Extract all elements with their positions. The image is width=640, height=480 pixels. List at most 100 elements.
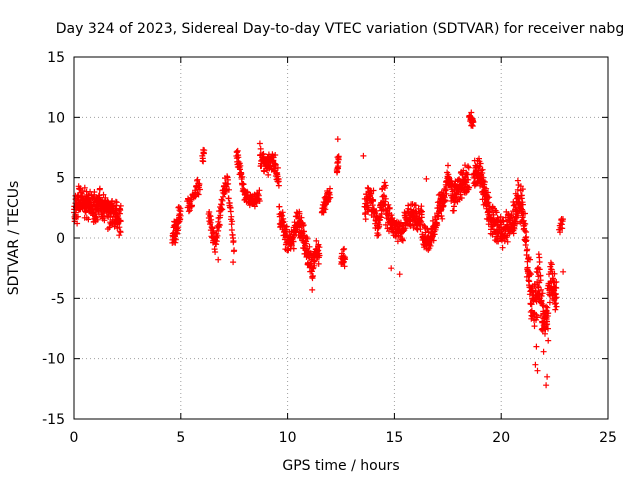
- data-point: [527, 256, 533, 263]
- data-point: [213, 238, 220, 245]
- data-point: [370, 197, 377, 203]
- data-point: [540, 348, 547, 355]
- data-point: [536, 266, 543, 273]
- data-point: [370, 187, 377, 194]
- x-tick-label: 25: [599, 430, 617, 446]
- data-point: [431, 231, 438, 238]
- data-point: [279, 209, 286, 216]
- data-point: [522, 221, 529, 227]
- data-point: [308, 268, 315, 275]
- data-point: [548, 261, 555, 268]
- data-point: [109, 198, 116, 204]
- data-point: [310, 273, 316, 279]
- data-point: [513, 220, 520, 227]
- data-point: [464, 171, 471, 178]
- data-point: [315, 260, 322, 267]
- data-point: [468, 109, 475, 116]
- axis-ticks: 0 5 10 15 20 25 -15 -10 -5 0 5 10 15: [42, 50, 617, 446]
- data-point: [227, 208, 234, 215]
- data-point: [485, 199, 492, 206]
- data-point: [486, 194, 493, 201]
- data-point: [522, 210, 528, 217]
- data-point: [548, 266, 555, 273]
- data-point: [495, 238, 502, 245]
- x-tick-label: 5: [176, 430, 185, 446]
- data-point: [553, 294, 560, 301]
- data-point: [465, 163, 471, 170]
- data-point: [388, 265, 395, 272]
- data-point: [306, 243, 313, 250]
- data-point: [465, 164, 472, 171]
- data-point: [412, 202, 419, 209]
- data-point: [465, 176, 472, 183]
- data-point: [544, 373, 551, 380]
- data-point: [335, 156, 342, 163]
- data-point: [538, 293, 545, 299]
- data-point: [523, 237, 530, 244]
- data-point: [76, 186, 83, 193]
- data-point: [213, 241, 220, 248]
- data-point: [521, 227, 528, 234]
- data-point: [457, 191, 464, 198]
- data-point: [230, 238, 237, 244]
- data-point: [552, 306, 559, 313]
- data-point: [524, 246, 531, 253]
- data-point: [96, 185, 103, 192]
- data-points: [71, 109, 567, 389]
- data-point: [85, 192, 92, 199]
- data-point: [466, 184, 473, 191]
- data-point: [206, 209, 213, 215]
- data-point: [214, 232, 221, 239]
- data-point: [234, 149, 240, 156]
- data-point: [545, 337, 552, 344]
- data-point: [553, 285, 560, 291]
- data-point: [327, 194, 334, 201]
- data-point: [117, 218, 124, 225]
- data-point: [528, 271, 534, 278]
- data-point: [362, 216, 369, 223]
- data-point: [540, 302, 547, 309]
- x-tick-label: 10: [279, 430, 297, 446]
- data-point: [534, 367, 541, 374]
- data-point: [256, 140, 263, 147]
- x-tick-label: 0: [70, 430, 79, 446]
- data-point: [315, 247, 322, 254]
- y-tick-label: 10: [47, 110, 65, 126]
- data-point: [514, 186, 521, 193]
- data-point: [229, 218, 236, 225]
- data-point: [74, 220, 81, 227]
- data-point: [546, 299, 553, 306]
- data-point: [504, 238, 511, 245]
- data-point: [177, 212, 184, 219]
- data-point: [362, 210, 369, 216]
- data-point: [543, 382, 550, 389]
- data-point: [462, 162, 468, 169]
- data-point: [240, 181, 247, 188]
- chart-title: Day 324 of 2023, Sidereal Day-to-day VTE…: [56, 21, 624, 37]
- data-point: [417, 217, 424, 224]
- data-point: [231, 247, 238, 254]
- y-axis-label: SDTVAR / TECUs: [6, 181, 22, 296]
- data-point: [386, 204, 393, 211]
- data-point: [439, 215, 446, 222]
- x-axis-label: GPS time / hours: [282, 458, 399, 474]
- x-tick-label: 20: [492, 430, 510, 446]
- data-point: [419, 208, 425, 215]
- data-point: [536, 259, 543, 265]
- data-point: [399, 237, 406, 244]
- data-point: [418, 203, 425, 210]
- data-point: [116, 224, 123, 231]
- data-point: [434, 221, 441, 228]
- data-point: [251, 203, 258, 210]
- data-point: [189, 202, 195, 209]
- data-point: [438, 213, 445, 219]
- data-point: [440, 203, 447, 209]
- data-point: [385, 201, 392, 208]
- data-point: [256, 187, 263, 194]
- data-point: [335, 163, 342, 170]
- data-point: [316, 244, 323, 251]
- y-tick-label: 0: [56, 231, 65, 247]
- data-point: [260, 150, 267, 157]
- data-point: [551, 270, 558, 277]
- data-point: [272, 161, 279, 168]
